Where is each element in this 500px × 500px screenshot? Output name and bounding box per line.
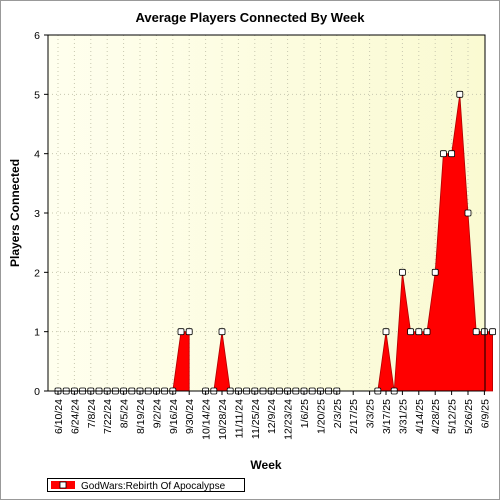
legend-marker [59, 481, 67, 489]
data-point-marker [185, 328, 193, 336]
data-point-marker [415, 328, 423, 336]
x-axis: 6/10/24 6/24/24 7/8/24 7/22/24 8/5/24 8/19/24… [53, 391, 491, 440]
data-point-marker [480, 328, 488, 336]
x-tick-label: 3/31/25 [397, 399, 409, 434]
y-tick-label: 0 [34, 386, 40, 398]
x-tick-label: 6/24/24 [69, 399, 81, 434]
x-tick-label: 10/14/24 [201, 399, 213, 440]
x-tick-label: 12/23/24 [283, 399, 295, 440]
x-tick-label: 5/12/25 [447, 399, 459, 434]
legend: GodWars:Rebirth Of Apocalypse [47, 478, 245, 492]
y-axis: 0 1 2 3 4 5 6 [34, 30, 48, 398]
data-point-marker [464, 209, 472, 217]
data-point-marker [439, 150, 447, 158]
x-tick-label: 4/14/25 [414, 399, 426, 434]
data-point-marker [489, 328, 497, 336]
x-tick-label: 12/9/24 [266, 399, 278, 434]
data-point-marker [218, 328, 226, 336]
x-tick-label: 11/25/24 [250, 399, 262, 439]
x-tick-label: 7/8/24 [86, 399, 98, 428]
y-tick-label: 5 [34, 89, 40, 101]
x-tick-label: 7/22/24 [102, 399, 114, 434]
data-point-marker [407, 328, 415, 336]
x-tick-label: 6/9/25 [479, 399, 491, 428]
data-point-marker [472, 328, 480, 336]
x-tick-label: 1/6/25 [299, 399, 311, 428]
x-tick-label: 2/3/25 [332, 399, 344, 428]
data-point-marker [177, 328, 185, 336]
x-tick-label: 3/17/25 [381, 399, 393, 434]
data-point-marker [431, 268, 439, 276]
data-point-marker [398, 268, 406, 276]
x-tick-label: 9/30/24 [184, 399, 196, 434]
data-point-marker [423, 328, 431, 336]
y-axis-title: Players Connected [8, 159, 22, 267]
x-tick-label: 1/20/25 [315, 399, 327, 434]
data-point-marker [456, 90, 464, 98]
x-tick-label: 6/10/24 [53, 399, 65, 434]
y-tick-label: 4 [34, 149, 40, 161]
chart-title: Average Players Connected By Week [135, 10, 365, 25]
x-tick-label: 11/11/24 [233, 399, 245, 438]
x-tick-label: 3/3/25 [365, 399, 377, 428]
x-tick-label: 5/26/25 [463, 399, 475, 434]
legend-box [47, 478, 245, 492]
x-tick-label: 8/5/24 [119, 399, 131, 428]
x-axis-title: Week [250, 458, 281, 472]
x-tick-label: 9/2/24 [151, 399, 163, 428]
data-point-marker [448, 150, 456, 158]
x-tick-label: 10/28/24 [217, 399, 229, 440]
y-tick-label: 2 [34, 267, 40, 279]
y-tick-label: 6 [34, 30, 40, 42]
x-tick-label: 2/17/25 [348, 399, 360, 434]
x-tick-label: 8/19/24 [135, 399, 147, 434]
legend-label: GodWars:Rebirth Of Apocalypse [81, 481, 226, 492]
y-tick-label: 3 [34, 208, 40, 220]
data-point-marker [382, 328, 390, 336]
x-tick-label: 4/28/25 [430, 399, 442, 434]
y-tick-label: 1 [34, 327, 40, 339]
x-tick-label: 9/16/24 [168, 399, 180, 434]
